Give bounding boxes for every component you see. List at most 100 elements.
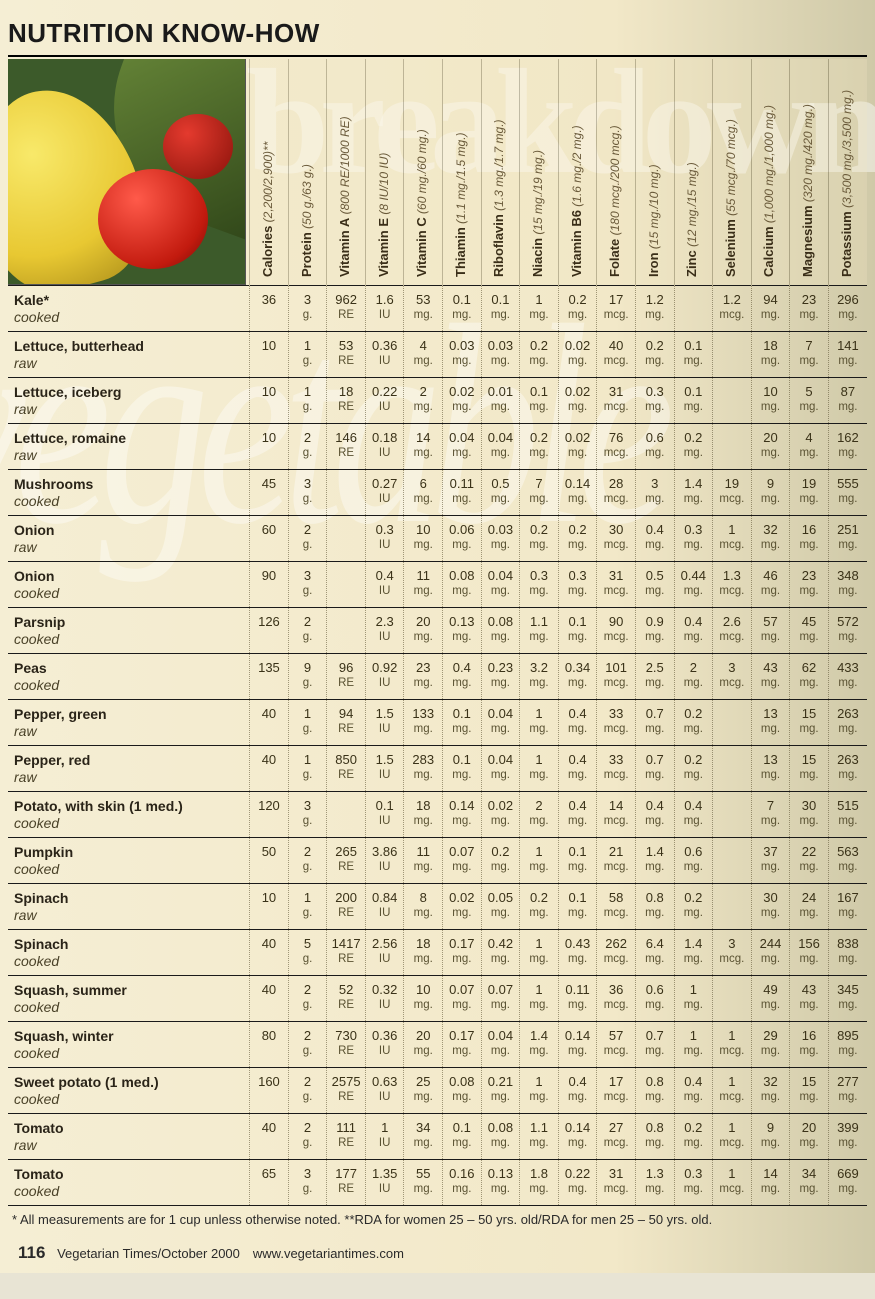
cell-value: 0.3 [561,568,595,584]
cell-value: 0.1 [677,384,711,400]
column-header: Riboflavin (1.3 mg./1.7 mg.) [481,59,520,285]
cell-value: 669 [831,1166,865,1182]
cell-value: 2.3 [368,614,402,630]
data-cell: 515mg. [828,791,867,837]
data-cell: 345mg. [828,975,867,1021]
cell-unit: mcg. [599,400,633,414]
cell-value: 0.1 [445,1120,479,1136]
data-cell: 20mg. [404,607,443,653]
data-cell: 0.2mg. [674,745,713,791]
cell-unit: mg. [792,952,826,966]
cell-unit: g. [291,1090,325,1104]
data-cell: 11mg. [404,561,443,607]
cell-unit: mg. [754,906,788,920]
cell-value: 0.9 [638,614,672,630]
cell-value: 0.2 [677,752,711,768]
cell-unit: mg. [484,584,518,598]
data-cell: 135 [250,653,289,699]
data-cell: 28mcg. [597,469,636,515]
cell-value: 1 [291,752,325,768]
data-cell: 4mg. [790,423,829,469]
data-cell: 0.03mg. [481,515,520,561]
cell-value: 0.03 [484,338,518,354]
cell-unit: mg. [638,676,672,690]
cell-value: 14 [406,430,440,446]
cell-value: 0.13 [484,1166,518,1182]
cell-value: 30 [754,890,788,906]
data-cell: 283mg. [404,745,443,791]
cell-unit: mg. [792,446,826,460]
cell-unit: g. [291,308,325,322]
cell-unit: mg. [831,952,865,966]
data-cell [713,975,752,1021]
data-cell: 0.14mg. [558,469,597,515]
data-cell: 0.1mg. [558,883,597,929]
data-cell: 126 [250,607,289,653]
food-name-cell: Mushroomscooked [8,469,250,515]
cell-value: 2 [406,384,440,400]
cell-unit: mg. [406,1044,440,1058]
data-cell: 90 [250,561,289,607]
cell-value: 49 [754,982,788,998]
food-prep: cooked [14,999,247,1017]
food-name: Mushrooms [14,476,93,492]
food-prep: raw [14,447,247,465]
cell-value: 6 [406,476,440,492]
data-cell: 0.11mg. [558,975,597,1021]
cell-value: 160 [252,1074,286,1090]
column-label: Iron (15 mg./10 mg.) [646,164,661,277]
food-name-cell: Onioncooked [8,561,250,607]
cell-value: 1 [291,890,325,906]
cell-value: 94 [329,706,363,722]
column-header: Calories (2,200/2,900)** [250,59,289,285]
cell-unit: mg. [561,1136,595,1150]
data-cell: 18mg. [751,331,790,377]
food-prep: cooked [14,585,247,603]
cell-value: 0.84 [368,890,402,906]
cell-unit: mcg. [599,1090,633,1104]
data-cell: 2575RE [327,1067,366,1113]
food-prep: cooked [14,1183,247,1201]
cell-value: 0.8 [638,890,672,906]
cell-value: 141 [831,338,865,354]
data-cell: 160 [250,1067,289,1113]
cell-unit: mg. [754,722,788,736]
data-cell: 399mg. [828,1113,867,1159]
food-prep: cooked [14,1091,247,1109]
cell-value: 0.02 [561,430,595,446]
cell-unit: mg. [445,308,479,322]
cell-value: 838 [831,936,865,952]
cell-unit: mg. [561,676,595,690]
cell-value: 32 [754,1074,788,1090]
data-cell: 1mg. [520,837,559,883]
cell-unit: mg. [561,860,595,874]
cell-value: 0.1 [677,338,711,354]
cell-unit: mg. [484,1090,518,1104]
cell-unit: mg. [677,584,711,598]
cell-unit: mg. [445,1182,479,1196]
cell-unit: mg. [754,584,788,598]
cell-value: 25 [406,1074,440,1090]
cell-value: 3.86 [368,844,402,860]
column-header: Calcium (1,000 mg./1,000 mg.) [751,59,790,285]
table-row: Lettuce, romaineraw102g.146RE0.18IU14mg.… [8,423,867,469]
data-cell: 669mg. [828,1159,867,1205]
cell-unit: RE [329,998,363,1012]
cell-unit: mg. [522,492,556,506]
data-cell: 0.2mg. [674,883,713,929]
cell-unit: IU [368,1136,402,1150]
data-cell: 0.04mg. [481,423,520,469]
cell-value: 0.05 [484,890,518,906]
cell-value: 40 [252,752,286,768]
data-cell: 0.1mg. [443,285,482,331]
cell-value: 33 [599,752,633,768]
cell-value: 348 [831,568,865,584]
cell-unit: g. [291,722,325,736]
cell-unit: mg. [522,998,556,1012]
data-cell: 0.6mg. [635,423,674,469]
data-cell: 3mg. [635,469,674,515]
cell-unit: mg. [831,722,865,736]
cell-value: 65 [252,1166,286,1182]
data-cell: 962RE [327,285,366,331]
data-cell: 2g. [288,1021,327,1067]
